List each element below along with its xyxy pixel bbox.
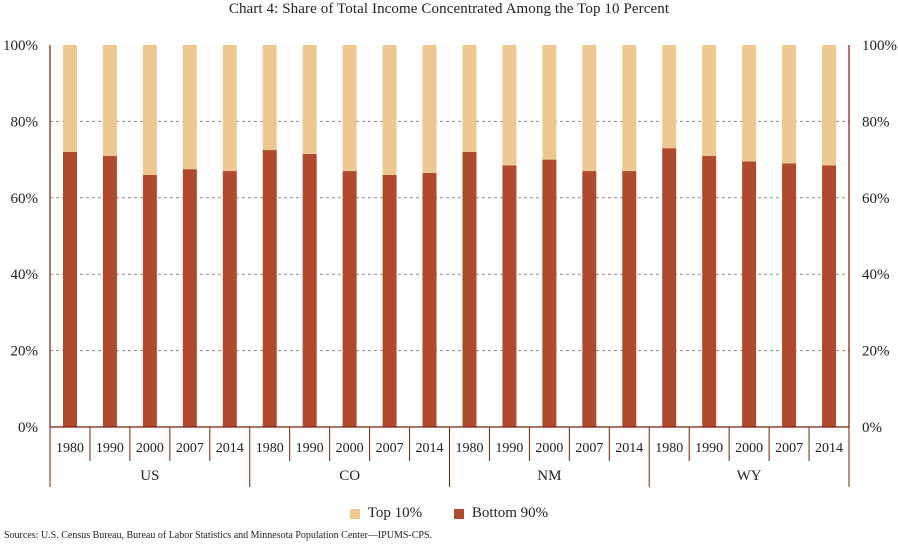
bar-bottom-90 <box>622 171 637 427</box>
x-category-label: 2000 <box>336 441 364 456</box>
bar-bottom-90 <box>462 151 477 427</box>
x-category-label: 2014 <box>216 441 244 456</box>
bar-top-10 <box>302 45 317 154</box>
y-tick-label-left: 100% <box>3 38 38 54</box>
bar-bottom-90 <box>222 171 237 427</box>
bar-top-10 <box>502 45 517 166</box>
x-category-label: 2014 <box>416 441 444 456</box>
bar-bottom-90 <box>782 163 797 428</box>
y-tick-label-right: 40% <box>862 267 890 283</box>
bar-bottom-90 <box>542 159 557 427</box>
x-category-label: 2007 <box>775 441 803 456</box>
legend-label-bottom90: Bottom 90% <box>471 505 549 521</box>
bar-bottom-90 <box>742 161 757 427</box>
bar-bottom-90 <box>702 155 717 427</box>
x-category-label: 2007 <box>176 441 204 456</box>
group-label: NM <box>537 468 561 484</box>
bar-top-10 <box>582 45 597 172</box>
legend-item-top10: Top 10% <box>349 505 423 522</box>
bar-bottom-90 <box>502 165 517 427</box>
x-category-label: 2014 <box>815 441 843 456</box>
bar-bottom-90 <box>382 174 397 427</box>
bar-bottom-90 <box>582 171 597 427</box>
bar-bottom-90 <box>302 153 317 427</box>
x-category-label: 2000 <box>136 441 164 456</box>
bar-bottom-90 <box>342 171 357 427</box>
bar-top-10 <box>702 45 717 156</box>
bar-top-10 <box>262 45 277 151</box>
x-category-label: 1990 <box>695 441 723 456</box>
bar-top-10 <box>382 45 397 175</box>
y-tick-label-right: 80% <box>862 114 890 130</box>
bar-bottom-90 <box>822 165 837 427</box>
bar-top-10 <box>622 45 637 172</box>
bar-bottom-90 <box>422 172 437 427</box>
y-tick-label-left: 80% <box>11 114 39 130</box>
bar-top-10 <box>462 45 477 152</box>
y-tick-label-left: 60% <box>11 191 39 207</box>
y-tick-label-right: 20% <box>862 344 890 360</box>
bar-top-10 <box>142 45 157 175</box>
bar-bottom-90 <box>182 169 197 427</box>
legend-swatch-bottom90 <box>453 508 464 519</box>
bar-top-10 <box>662 45 677 149</box>
x-category-label: 1990 <box>495 441 523 456</box>
bar-bottom-90 <box>662 148 677 427</box>
bar-bottom-90 <box>142 174 157 427</box>
y-tick-label-right: 100% <box>862 38 897 54</box>
bar-bottom-90 <box>62 151 77 427</box>
x-category-label: 1990 <box>296 441 324 456</box>
bar-top-10 <box>822 45 837 166</box>
x-category-label: 2007 <box>376 441 404 456</box>
chart-title: Chart 4: Share of Total Income Concentra… <box>228 1 670 17</box>
bar-top-10 <box>782 45 797 164</box>
bar-top-10 <box>102 45 117 156</box>
y-tick-label-right: 60% <box>862 191 890 207</box>
legend-label-top10: Top 10% <box>367 505 423 521</box>
group-label: CO <box>339 468 360 484</box>
x-category-label: 1980 <box>655 441 683 456</box>
legend-item-bottom90: Bottom 90% <box>453 505 549 522</box>
x-category-label: 2007 <box>575 441 603 456</box>
bar-bottom-90 <box>102 155 117 427</box>
legend-swatch-top10 <box>349 508 360 519</box>
x-category-label: 2014 <box>615 441 643 456</box>
x-category-label: 1980 <box>455 441 483 456</box>
x-category-label: 2000 <box>535 441 563 456</box>
bar-top-10 <box>182 45 197 170</box>
group-label: WY <box>737 468 762 484</box>
bar-top-10 <box>542 45 557 160</box>
x-category-label: 2000 <box>735 441 763 456</box>
y-tick-label-left: 0% <box>18 420 38 436</box>
bar-top-10 <box>342 45 357 172</box>
bar-top-10 <box>62 45 77 152</box>
x-category-label: 1980 <box>56 441 84 456</box>
source-note: Sources: U.S. Census Bureau, Bureau of L… <box>4 530 433 541</box>
x-category-label: 1990 <box>96 441 124 456</box>
bar-top-10 <box>742 45 757 162</box>
bar-bottom-90 <box>262 150 277 428</box>
legend: Top 10% Bottom 90% <box>0 505 898 524</box>
y-tick-label-right: 0% <box>862 420 882 436</box>
bar-top-10 <box>222 45 237 172</box>
y-tick-label-left: 40% <box>11 267 39 283</box>
group-label: US <box>140 468 159 484</box>
x-category-label: 1980 <box>256 441 284 456</box>
bar-top-10 <box>422 45 437 173</box>
y-tick-label-left: 20% <box>11 344 39 360</box>
